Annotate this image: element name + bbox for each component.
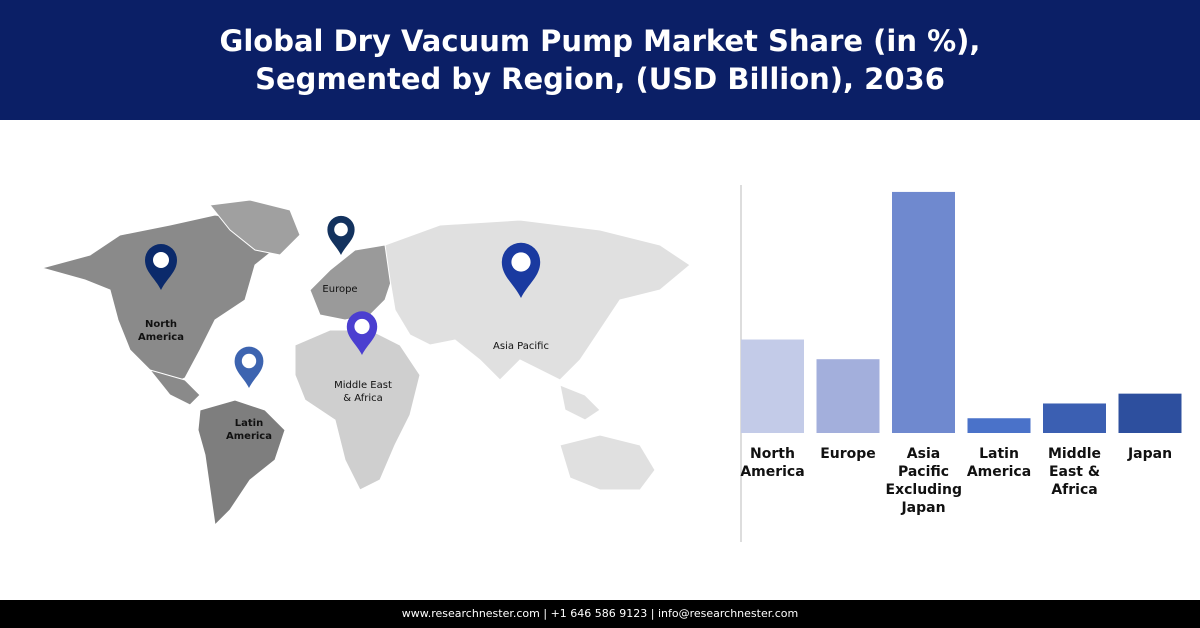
world-map [40,199,691,527]
pin-label-line: North [145,319,177,330]
pin-label: Latin America [226,418,272,442]
title-line: Global Dry Vacuum Pump Market Share (in … [219,24,981,58]
pin-label: Europe [322,284,357,295]
map-pin [145,244,177,290]
pin-label: Middle East & Africa [334,380,392,404]
bar [967,418,1031,433]
bar [816,359,880,433]
map-pin [234,346,264,388]
x-tick-label: Japan [1127,446,1173,462]
chart: North America Europe Asia Pacific Middle Eas… [40,185,1182,542]
bar [741,339,804,433]
pin-hole [511,252,531,272]
pin-label-line: America [226,431,272,442]
bar [1043,403,1106,433]
x-tick-label: Asia Pacific Excluding Japan [885,446,962,516]
pin-label-line: America [138,332,184,343]
footer: www.researchnester.com | +1 646 586 9123… [0,600,1200,628]
x-tick-label: Middle East & Africa [1047,446,1102,498]
map-pin [346,311,378,355]
x-tick-label: North America [740,446,805,480]
pin-label: North America [138,319,184,343]
map-pin [327,215,355,255]
pin-label-line: Middle East [334,380,392,391]
pin-hole [153,252,169,268]
bar [1118,393,1182,433]
header: Global Dry Vacuum Pump Market Share (in … [0,0,1200,120]
x-tick-label: Latin America [966,446,1032,480]
pin-hole [334,222,348,237]
title-line: Segmented by Region, (USD Billion), 2036 [255,62,945,96]
pin-hole [241,353,257,369]
x-tick-label: Europe [820,446,876,462]
pin-label: Asia Pacific [493,341,549,352]
pin-label-line: & Africa [343,393,383,404]
pin-hole [354,318,370,335]
bar [892,191,955,433]
pin-label-line: Latin [235,418,263,429]
map-pin [501,242,541,298]
